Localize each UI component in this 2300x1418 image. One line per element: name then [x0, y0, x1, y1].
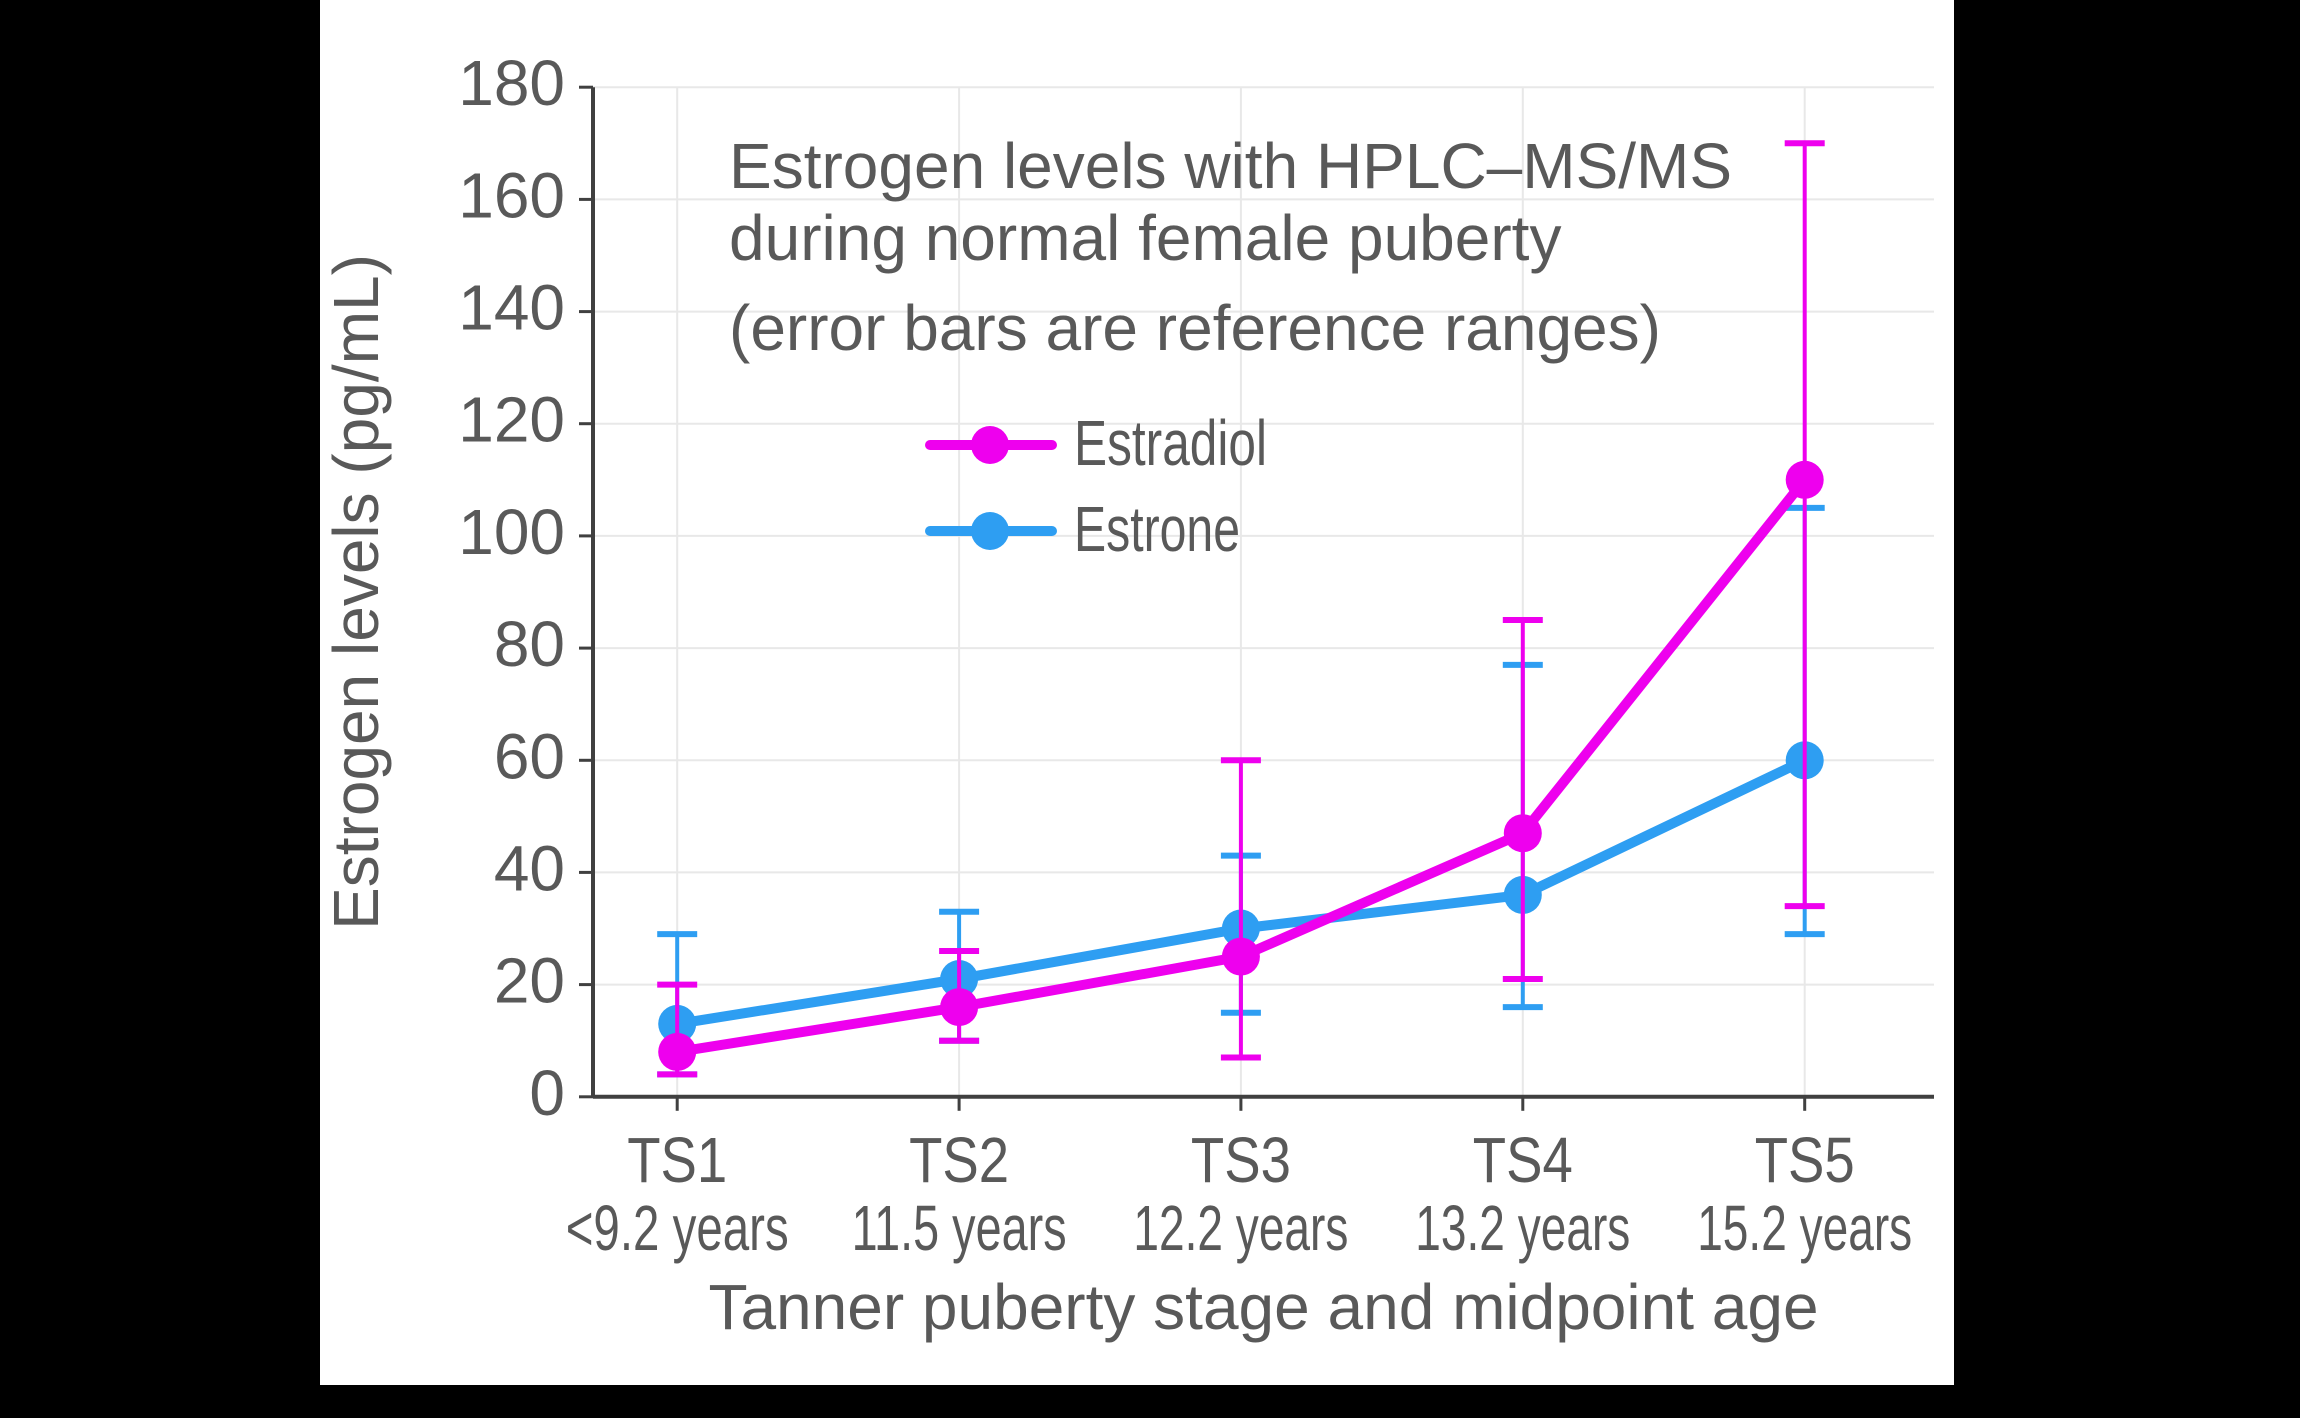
svg-text:120: 120 — [458, 384, 565, 456]
svg-text:Estradiol: Estradiol — [1074, 407, 1267, 479]
svg-text:Estrone: Estrone — [1074, 493, 1240, 565]
svg-text:20: 20 — [494, 945, 565, 1017]
svg-text:0: 0 — [529, 1057, 565, 1129]
svg-text:40: 40 — [494, 832, 565, 904]
svg-text:during normal female puberty: during normal female puberty — [729, 202, 1561, 274]
svg-text:<9.2 years: <9.2 years — [566, 1192, 789, 1264]
svg-text:140: 140 — [458, 272, 565, 344]
svg-text:180: 180 — [458, 47, 565, 119]
svg-text:11.5 years: 11.5 years — [852, 1192, 1067, 1264]
svg-text:100: 100 — [458, 496, 565, 568]
svg-text:12.2 years: 12.2 years — [1133, 1192, 1348, 1264]
svg-text:TS3: TS3 — [1191, 1124, 1291, 1196]
svg-text:15.2 years: 15.2 years — [1697, 1192, 1912, 1264]
svg-text:TS1: TS1 — [627, 1124, 727, 1196]
svg-text:160: 160 — [458, 159, 565, 231]
svg-text:Tanner puberty stage and midpo: Tanner puberty stage and midpoint age — [708, 1271, 1818, 1343]
svg-text:(error bars are reference rang: (error bars are reference ranges) — [729, 292, 1661, 364]
svg-text:Estrogen levels (pg/mL): Estrogen levels (pg/mL) — [320, 254, 392, 930]
svg-text:TS5: TS5 — [1755, 1124, 1855, 1196]
svg-text:80: 80 — [494, 608, 565, 680]
svg-text:TS2: TS2 — [909, 1124, 1009, 1196]
svg-text:Estrogen levels with HPLC–MS/M: Estrogen levels with HPLC–MS/MS — [729, 130, 1732, 202]
svg-text:TS4: TS4 — [1473, 1124, 1573, 1196]
svg-text:13.2 years: 13.2 years — [1415, 1192, 1630, 1264]
svg-text:60: 60 — [494, 720, 565, 792]
